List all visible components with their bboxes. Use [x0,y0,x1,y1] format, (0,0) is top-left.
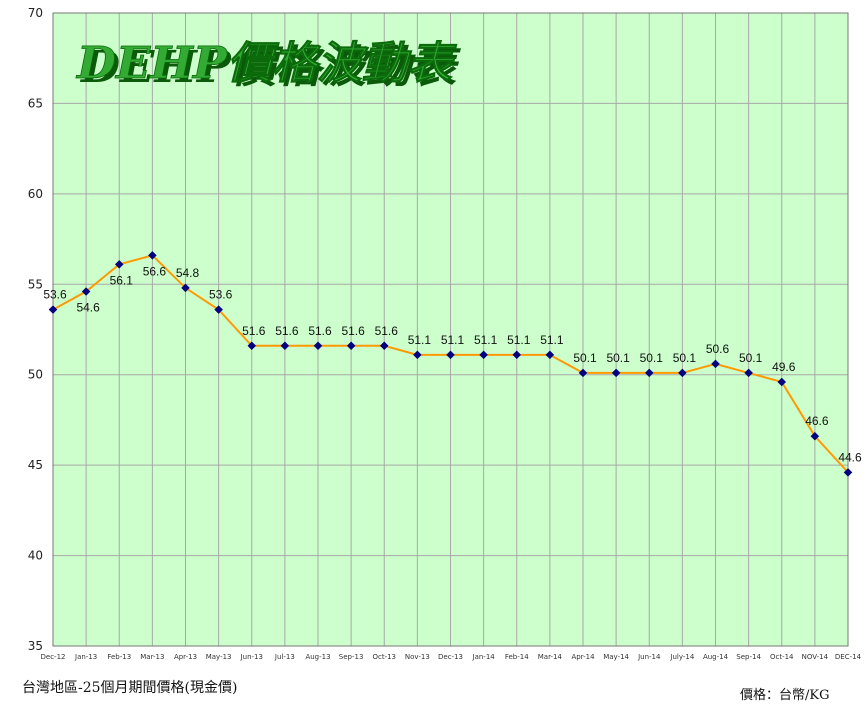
data-point [644,368,654,378]
x-tick-label: July-14 [669,653,694,661]
data-label: 51.6 [308,324,332,338]
data-label: 56.1 [110,273,134,287]
data-point [346,341,356,351]
data-point [545,350,555,360]
x-tick-label: Oct-13 [372,653,396,661]
data-point [148,250,157,260]
data-label: 51.1 [540,333,564,347]
data-label: 44.6 [838,450,862,464]
x-tick-label: NOV-14 [802,653,829,661]
data-point [413,350,422,360]
data-point [711,359,720,369]
data-label: 46.6 [805,414,829,428]
data-point [578,368,588,378]
data-point [379,341,389,351]
data-label: 54.8 [176,266,200,280]
data-label: 54.6 [76,301,100,315]
data-point [678,368,687,378]
data-point [611,368,621,378]
x-tick-label: DEC-14 [835,653,862,661]
y-tick-label: 65 [28,96,43,110]
price-line-chart: 35 40 45 50 55 60 65 70 Dec-12 Jan-13 Feb-13 Mar-1… [28,6,862,661]
x-tick-label: Mar-13 [140,653,164,661]
data-label: 50.1 [673,351,697,365]
data-label: 51.6 [275,324,299,338]
data-point [843,468,853,477]
x-tick-label: Jun-13 [240,653,263,661]
data-label: 51.6 [375,324,399,338]
data-point [777,377,787,387]
x-tick-label: Apr-14 [571,653,595,661]
data-label: 56.6 [143,264,167,278]
data-label: 50.1 [640,351,664,365]
data-label: 49.6 [772,360,796,374]
data-label: 51.6 [341,324,365,338]
x-tick-label: Feb-13 [107,653,131,661]
x-tick-label: Dec-13 [438,653,463,661]
data-point [214,305,223,314]
x-tick-label: Aug-13 [305,653,330,661]
x-tick-label: Jan-13 [74,653,97,661]
data-label: 50.1 [606,351,630,365]
y-tick-label: 50 [28,368,43,382]
data-label: 53.6 [43,288,67,302]
data-point [744,368,753,378]
unit-note: 價格：台幣/KG [740,688,830,703]
vertical-gridlines [52,13,849,646]
data-label: 50.6 [706,342,730,356]
x-tick-label: Jun-14 [637,653,661,661]
x-tick-label: Oct-14 [770,653,794,661]
data-label: 50.1 [739,351,763,365]
data-point [247,341,257,351]
x-tick-label: Nov-13 [405,653,430,661]
data-label: 51.1 [408,333,432,347]
y-tick-label: 35 [28,639,43,653]
data-point [810,431,820,441]
plot-border [52,12,849,647]
data-labels: 53.6 54.6 56.1 56.6 54.8 53.6 51.6 51.6 51.6 51.6… [43,264,862,464]
x-tick-label: May-13 [206,653,232,661]
data-point [114,260,124,269]
x-tick-label: Sep-13 [339,653,364,661]
x-tick-label: Jan-14 [472,653,496,661]
data-point [81,287,91,296]
x-tick-label: Dec-12 [41,653,66,661]
chart-title-text: DEHP價格波動表 [75,38,457,89]
data-label: 51.1 [474,333,498,347]
chart-title: DEHP價格波動表 DEHP價格波動表 [75,38,462,93]
data-point [313,341,323,351]
x-tick-label: Feb-14 [505,653,529,661]
data-point [280,341,290,351]
y-tick-label: 55 [28,277,43,291]
y-tick-label: 60 [28,187,43,201]
x-tick-label: Sep-14 [736,653,761,661]
x-tick-label: Mar-14 [538,653,563,661]
chart-title-shadow: DEHP價格波動表 [79,42,461,93]
x-tick-label: May-14 [603,653,629,661]
footer-note: 台灣地區-25個月期間價格(現金價) [22,680,238,696]
y-tick-label: 45 [28,458,43,472]
data-point [479,350,488,360]
data-label: 51.1 [507,333,531,347]
data-label: 51.1 [441,333,465,347]
data-label: 53.6 [209,288,233,302]
data-label: 50.1 [573,351,597,365]
series-markers [48,250,853,477]
x-tick-label: Aug-14 [703,653,729,661]
y-axis-tick-labels: 35 40 45 50 55 60 65 70 [28,6,43,653]
y-tick-label: 40 [28,549,43,563]
x-axis-tick-labels: Dec-12 Jan-13 Feb-13 Mar-13 Apr-13 May-13 Jun-… [41,653,862,661]
data-label: 51.6 [242,324,266,338]
data-point [512,350,522,360]
x-tick-label: Apr-13 [174,653,197,661]
x-tick-label: Jul-13 [274,653,295,661]
data-point [48,305,58,314]
data-point [446,350,455,360]
data-point [181,283,190,293]
y-tick-label: 70 [28,6,43,20]
